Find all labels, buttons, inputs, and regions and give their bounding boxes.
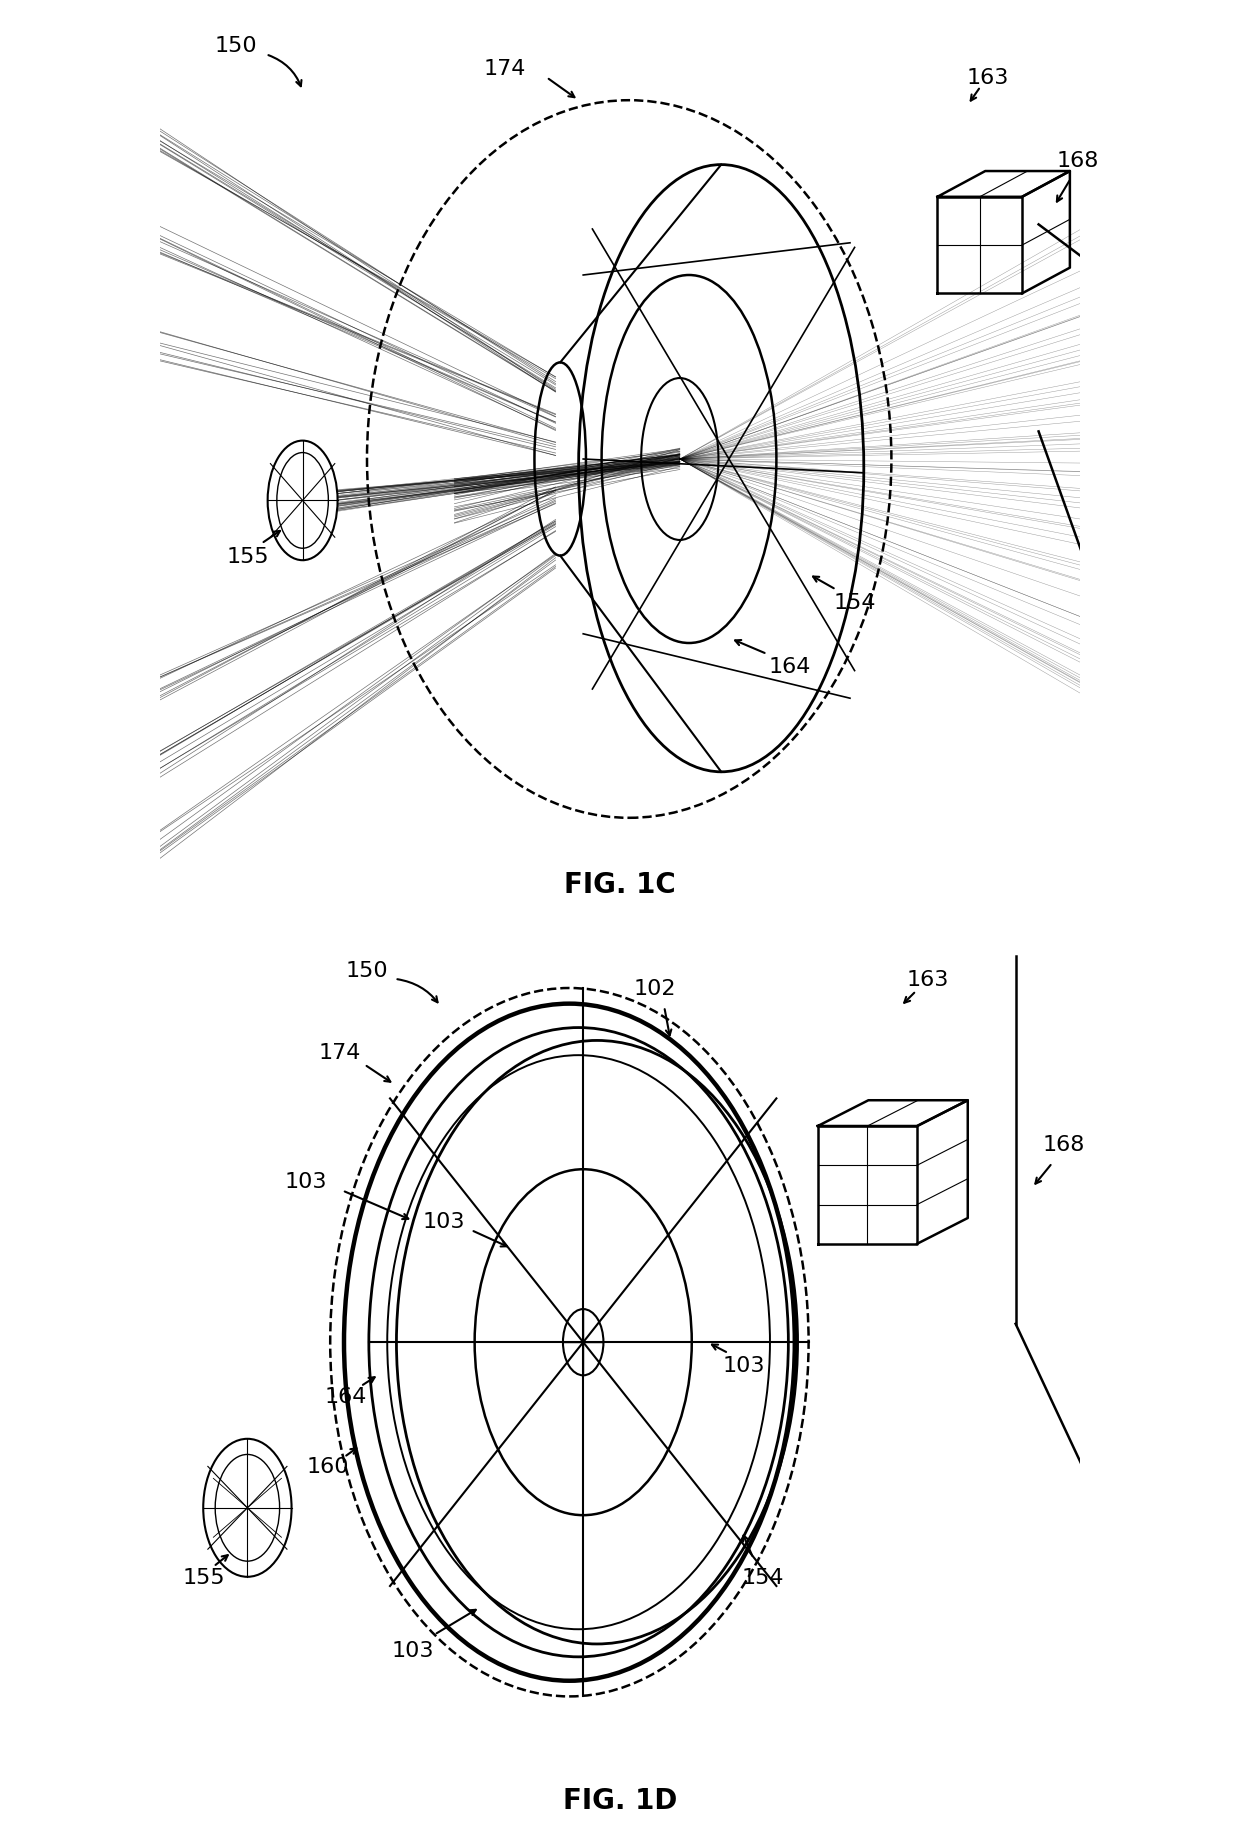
Text: FIG. 1D: FIG. 1D xyxy=(563,1786,677,1815)
Text: 160: 160 xyxy=(306,1456,348,1477)
Text: 103: 103 xyxy=(284,1171,326,1192)
Text: 163: 163 xyxy=(906,969,950,989)
Text: 164: 164 xyxy=(325,1387,367,1405)
Text: 155: 155 xyxy=(226,546,269,566)
Text: 103: 103 xyxy=(723,1355,765,1376)
Text: 150: 150 xyxy=(215,37,257,55)
Text: 154: 154 xyxy=(742,1567,784,1587)
Text: 168: 168 xyxy=(1043,1135,1085,1155)
Text: 103: 103 xyxy=(422,1212,465,1230)
Text: 103: 103 xyxy=(392,1640,434,1661)
Text: 163: 163 xyxy=(967,68,1009,88)
Text: 155: 155 xyxy=(182,1567,226,1587)
Text: 150: 150 xyxy=(346,960,388,980)
Text: 154: 154 xyxy=(833,592,875,612)
Text: FIG. 1C: FIG. 1C xyxy=(564,870,676,899)
Text: 102: 102 xyxy=(634,978,676,999)
Text: 174: 174 xyxy=(319,1043,361,1063)
Text: 174: 174 xyxy=(484,59,526,79)
Text: 168: 168 xyxy=(1056,151,1100,171)
Text: 164: 164 xyxy=(769,657,811,677)
